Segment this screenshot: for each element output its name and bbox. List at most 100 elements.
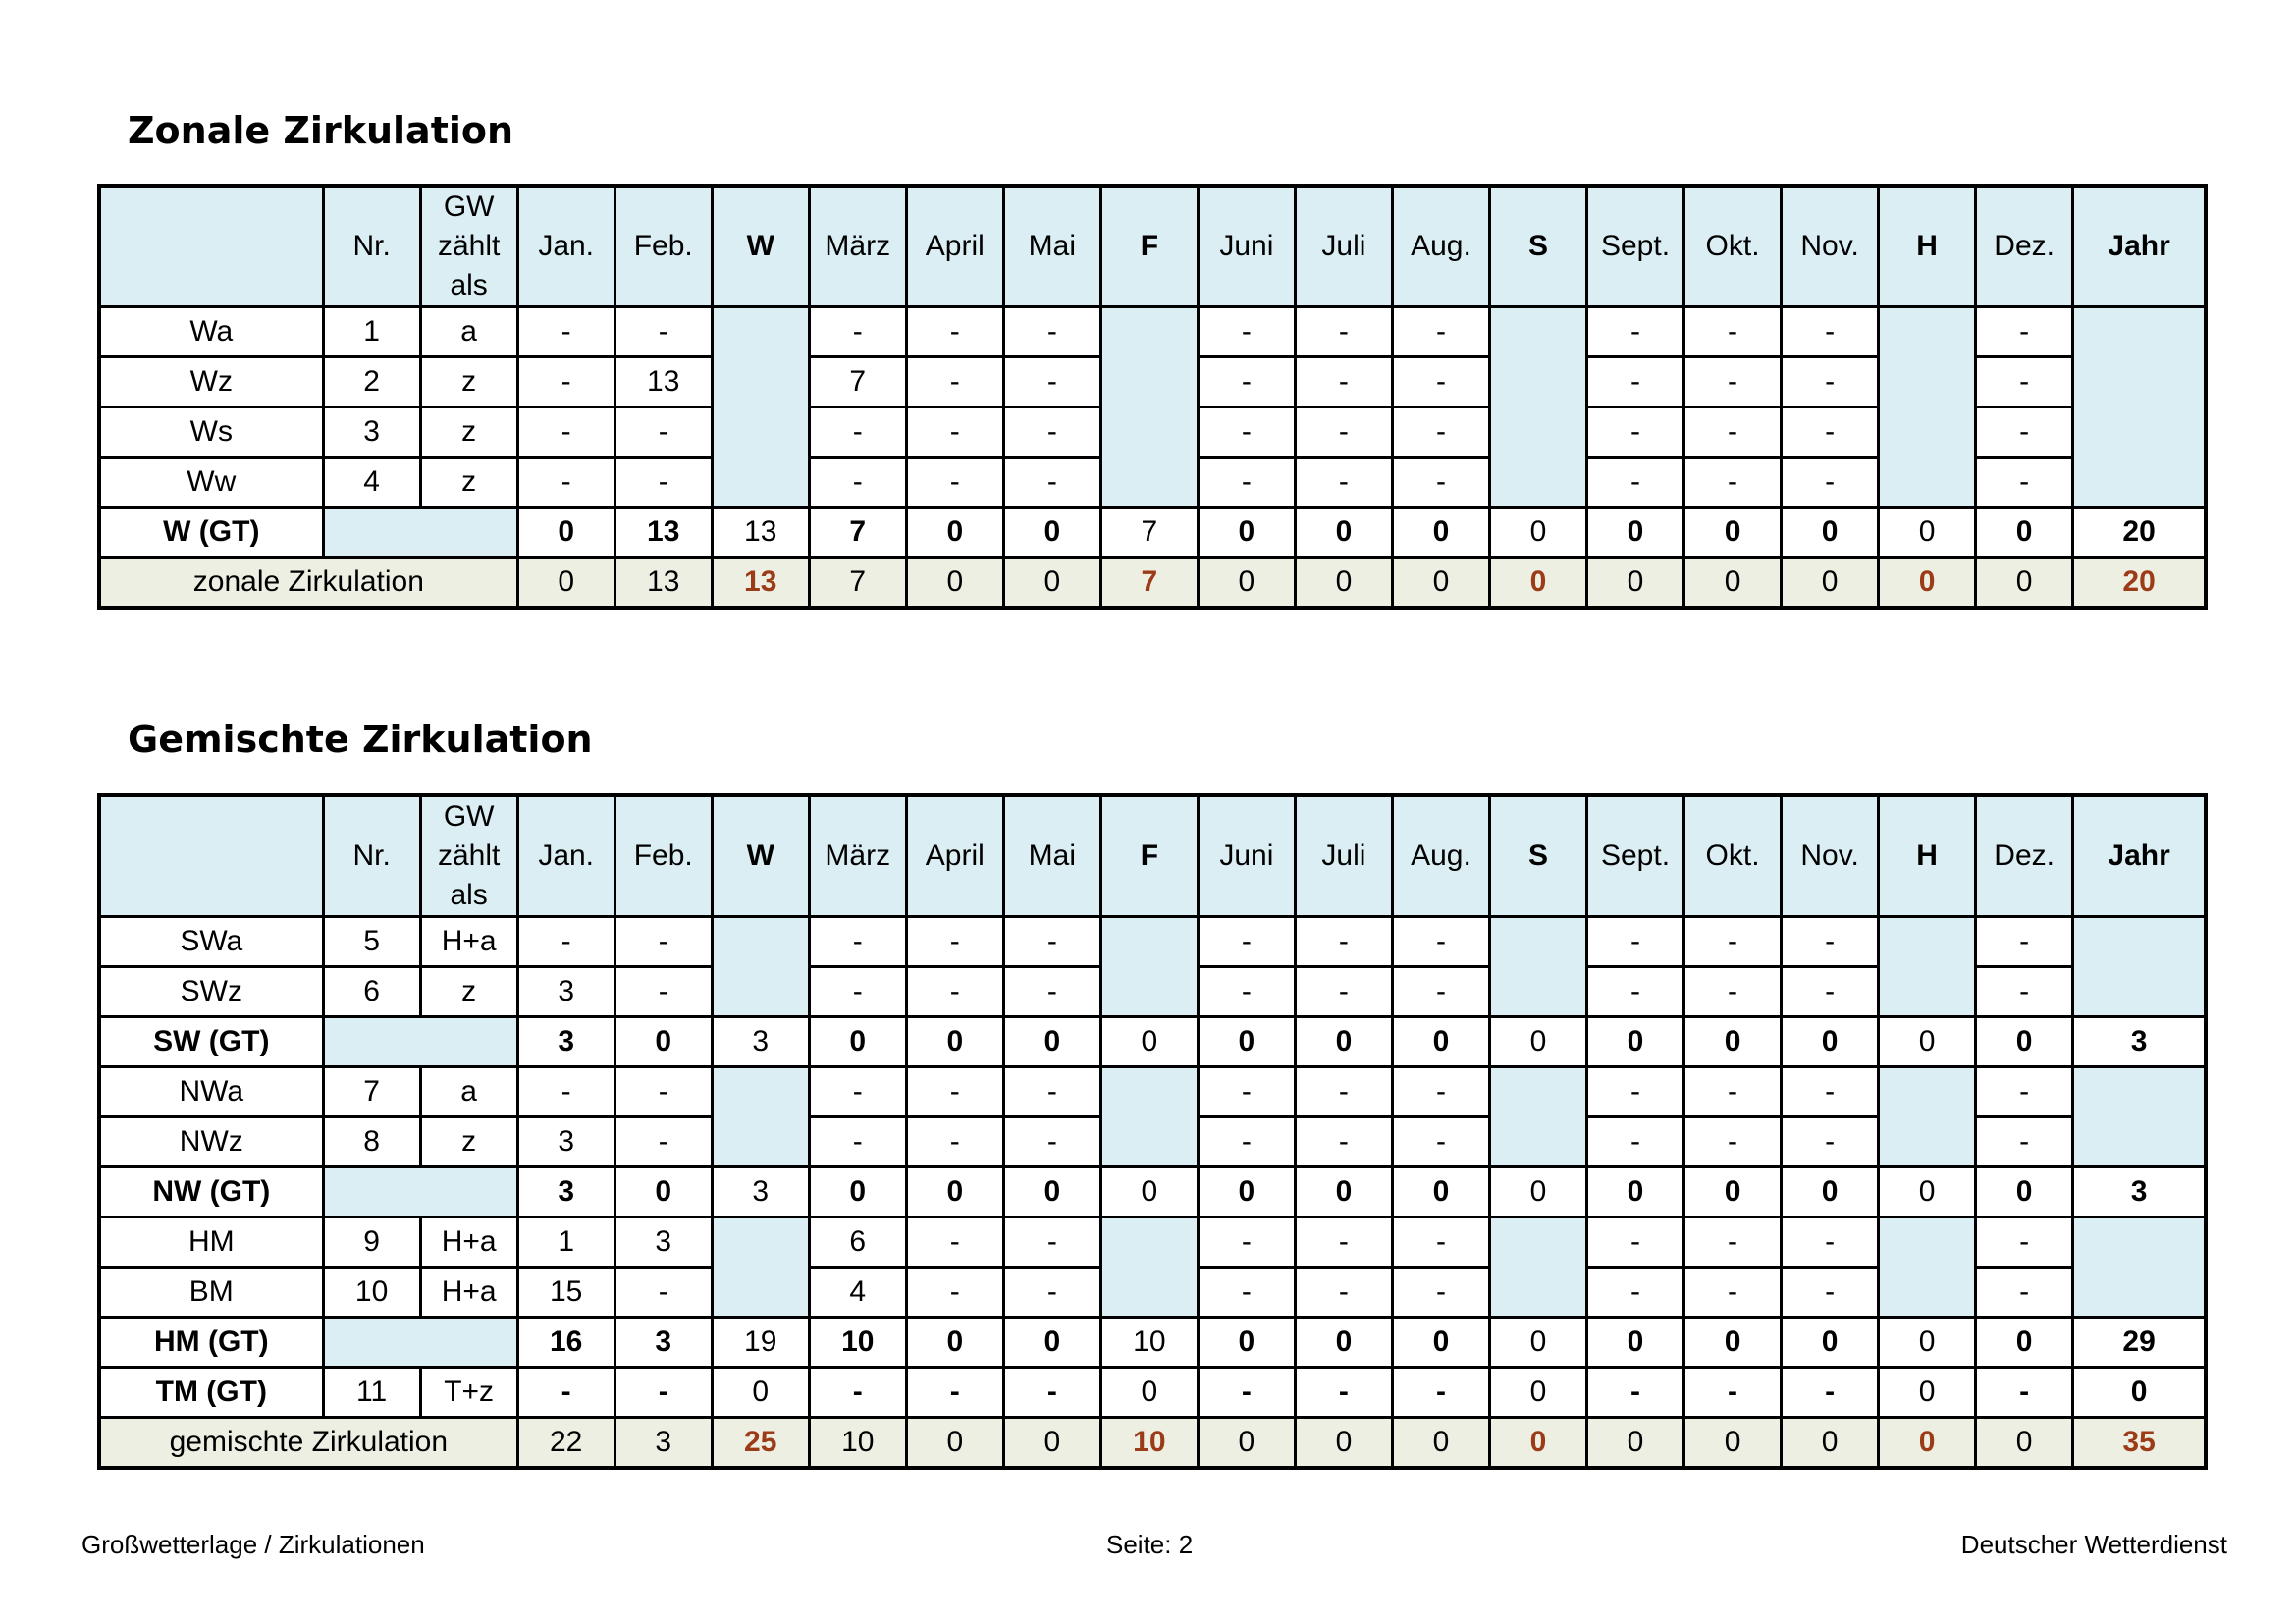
row-number: 2 <box>321 355 422 408</box>
month-value: - <box>515 1065 616 1118</box>
total-value: 0 <box>1974 1416 2075 1470</box>
group-total-value: 0 <box>1293 1015 1394 1068</box>
month-value: - <box>807 965 908 1018</box>
group-total-value: - <box>807 1366 908 1419</box>
month-value: - <box>1001 456 1102 509</box>
month-value: - <box>1584 965 1686 1018</box>
month-value: - <box>515 305 616 358</box>
group-total-value: 19 <box>710 1316 811 1369</box>
group-total-value: 0 <box>2071 1366 2208 1419</box>
month-value: - <box>1780 1266 1881 1319</box>
group-total-value: 0 <box>1196 1316 1297 1369</box>
month-value: - <box>1780 305 1881 358</box>
total-value: 0 <box>1584 1416 1686 1470</box>
group-total-value: 0 <box>1780 506 1881 559</box>
month-value: - <box>1974 965 2075 1018</box>
group-total-value: 0 <box>1780 1015 1881 1068</box>
row-gw-type: H+a <box>418 1216 519 1269</box>
table-row: SW (GT) 3 0 3 0 0 0 0 0 0 0 0 0 0 0 0 0 3 <box>97 1015 2208 1068</box>
month-value: - <box>1584 1115 1686 1168</box>
month-value: - <box>904 1115 1005 1168</box>
month-value: - <box>1584 355 1686 408</box>
month-value: - <box>1584 1266 1686 1319</box>
month-value: - <box>1780 965 1881 1018</box>
header-gw-line: GW <box>443 190 495 223</box>
month-value: - <box>807 915 908 968</box>
total-value: 0 <box>1780 1416 1881 1470</box>
group-total-value: 0 <box>1974 1316 2075 1369</box>
group-total-value: 3 <box>2071 1015 2208 1068</box>
total-value: 7 <box>1098 556 1200 610</box>
season-blank-cell <box>1487 1065 1589 1168</box>
month-value: - <box>1974 1216 2075 1269</box>
month-value: 4 <box>807 1266 908 1319</box>
total-value: 0 <box>1682 556 1784 610</box>
total-value: 0 <box>1196 1416 1297 1470</box>
group-total-value: 0 <box>1877 1316 1978 1369</box>
season-blank-cell <box>710 915 811 1018</box>
group-total-value: 0 <box>515 506 616 559</box>
season-blank-cell <box>1877 915 1978 1018</box>
table-row: W (GT) 0 13 13 7 0 0 7 0 0 0 0 0 0 0 0 0 20 <box>97 506 2208 559</box>
header-row: Nr. GW zählt als Jan. Feb. W März April Mai F Juni J… <box>97 184 2208 308</box>
header-cell: Jahr <box>2071 793 2208 918</box>
month-value: - <box>1001 915 1102 968</box>
group-total-value: 0 <box>1196 506 1297 559</box>
total-value: 0 <box>1001 556 1102 610</box>
total-value: 0 <box>1877 556 1978 610</box>
group-total-value: 0 <box>1487 1165 1589 1218</box>
month-value: - <box>1293 355 1394 408</box>
group-total-value: 0 <box>1780 1316 1881 1369</box>
section-title-zonal: Zonale Zirkulation <box>128 109 514 152</box>
month-value: - <box>1196 915 1297 968</box>
header-cell: H <box>1877 793 1978 918</box>
total-value: 0 <box>1487 556 1589 610</box>
month-value: - <box>1293 965 1394 1018</box>
group-total-value: 0 <box>1390 1316 1491 1369</box>
group-total-value: 3 <box>710 1165 811 1218</box>
month-value: - <box>1780 1115 1881 1168</box>
season-blank-cell <box>2071 1065 2208 1168</box>
row-number: 10 <box>321 1266 422 1319</box>
month-value: - <box>1974 1266 2075 1319</box>
month-value: - <box>1682 1065 1784 1118</box>
group-blank-cell <box>321 1316 519 1369</box>
month-value: - <box>1780 1216 1881 1269</box>
header-cell: Sept. <box>1584 793 1686 918</box>
month-value: 3 <box>613 1216 714 1269</box>
month-value: - <box>1196 1065 1297 1118</box>
total-value: 0 <box>515 556 616 610</box>
header-gw-line: GW <box>443 800 495 833</box>
header-cell: Juni <box>1196 184 1297 308</box>
header-cell: Nr. <box>321 184 422 308</box>
header-cell: Aug. <box>1390 793 1491 918</box>
month-value: - <box>613 915 714 968</box>
month-value: - <box>1293 305 1394 358</box>
row-gw-type: z <box>418 406 519 459</box>
table-row: Ww 4 z - - - - - - - - - - - - <box>97 456 2206 509</box>
group-total-value: 0 <box>1001 1316 1102 1369</box>
month-value: - <box>1196 456 1297 509</box>
header-cell: Nov. <box>1780 793 1881 918</box>
month-value: - <box>515 355 616 408</box>
total-value: 0 <box>1877 1416 1978 1470</box>
group-total-value: 0 <box>1682 506 1784 559</box>
group-total-value: 0 <box>1974 1015 2075 1068</box>
row-gw-type: z <box>418 355 519 408</box>
group-blank-cell <box>321 1015 519 1068</box>
group-total-value: 0 <box>1487 1015 1589 1068</box>
group-total-value: 0 <box>1584 1165 1686 1218</box>
month-value: - <box>1584 456 1686 509</box>
season-blank-cell <box>1098 305 1200 509</box>
group-total-value: 0 <box>1584 1015 1686 1068</box>
month-value: - <box>613 965 714 1018</box>
table-row: SWa 5 H+a - - - - - - - - - - - - <box>97 915 2208 1018</box>
total-value: 3 <box>613 1416 714 1470</box>
month-value: - <box>1196 1266 1297 1319</box>
month-value: - <box>1001 1115 1102 1168</box>
header-cell: Okt. <box>1682 793 1784 918</box>
month-value: - <box>904 305 1005 358</box>
season-blank-cell <box>1487 915 1589 1018</box>
row-gw-type: z <box>418 965 519 1018</box>
month-value: - <box>1293 456 1394 509</box>
